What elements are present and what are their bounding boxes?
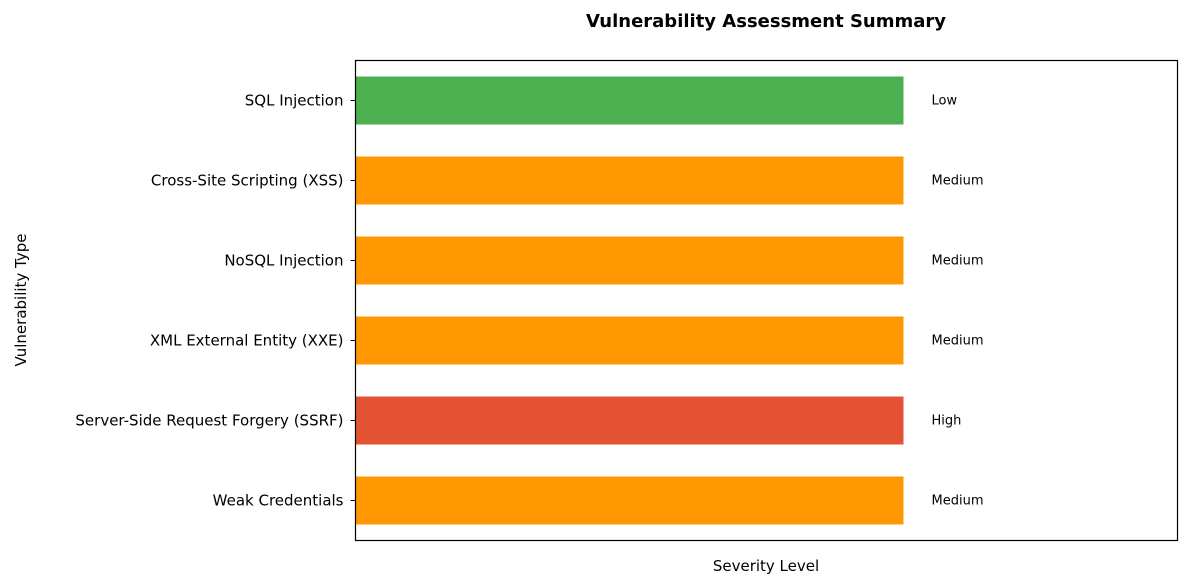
bars-group	[355, 76, 904, 525]
y-tick-label: NoSQL Injection	[224, 252, 343, 270]
y-tick-label: Server-Side Request Forgery (SSRF)	[75, 412, 343, 430]
y-axis-label: Vulnerability Type	[12, 233, 30, 366]
severity-data-label: Medium	[932, 494, 984, 509]
severity-data-label: High	[932, 414, 962, 429]
y-tick-label: XML External Entity (XXE)	[150, 332, 344, 350]
data-labels: Low Medium Medium Medium High Medium	[932, 94, 984, 509]
bar	[355, 316, 904, 365]
severity-data-label: Medium	[932, 334, 984, 349]
bar	[355, 396, 904, 445]
plot-area-frame	[354, 59, 1179, 542]
bar	[355, 476, 904, 525]
bar	[355, 76, 904, 125]
y-tick-label: Cross-Site Scripting (XSS)	[151, 172, 344, 190]
y-tick-label: Weak Credentials	[213, 492, 344, 510]
severity-data-label: Low	[932, 94, 958, 109]
bar	[355, 236, 904, 285]
x-axis-label: Severity Level	[713, 557, 819, 575]
bar	[355, 156, 904, 205]
y-tick-labels: SQL Injection Cross-Site Scripting (XSS) N…	[75, 92, 356, 510]
severity-data-label: Medium	[932, 254, 984, 269]
severity-data-label: Medium	[932, 174, 984, 189]
chart-title: Vulnerability Assessment Summary	[586, 11, 946, 32]
y-tick-label: SQL Injection	[245, 92, 344, 110]
